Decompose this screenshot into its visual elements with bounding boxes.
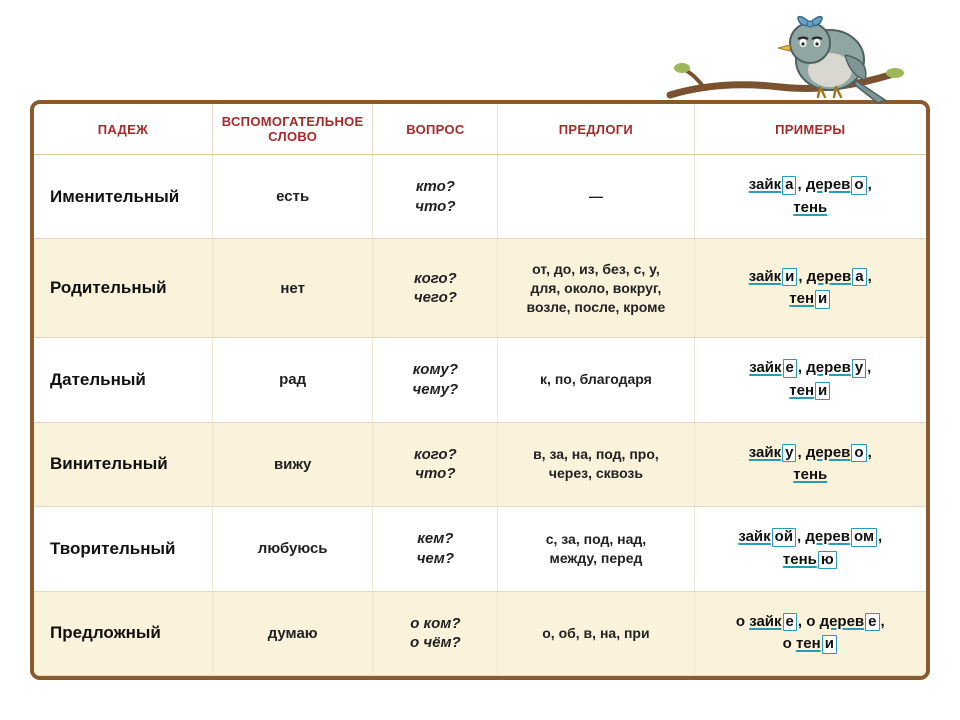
helper-word: есть: [212, 155, 373, 239]
prepositions: с, за, под, над,между, перед: [498, 507, 694, 591]
question: о ком?о чём?: [373, 591, 498, 676]
table-row: Винительныйвижукого?что?в, за, на, под, …: [34, 422, 926, 506]
case-name: Родительный: [34, 239, 212, 338]
examples: зайкой, деревом,тенью: [694, 507, 926, 591]
table-row: Дательныйрадкому?чему?к, по, благодаряза…: [34, 338, 926, 422]
question: кем?чем?: [373, 507, 498, 591]
cases-table: ПАДЕЖВСПОМОГАТЕЛЬНОЕСЛОВОВОПРОСПРЕДЛОГИП…: [34, 104, 926, 676]
examples: о зайке, о дереве,о тени: [694, 591, 926, 676]
question: кто?что?: [373, 155, 498, 239]
bird-decoration: [660, 5, 920, 130]
case-name: Дательный: [34, 338, 212, 422]
header-cell: ВСПОМОГАТЕЛЬНОЕСЛОВО: [212, 104, 373, 155]
question: кому?чему?: [373, 338, 498, 422]
examples: зайка, дерево,тень: [694, 155, 926, 239]
prepositions: от, до, из, без, с, у,для, около, вокруг…: [498, 239, 694, 338]
header-cell: ВОПРОС: [373, 104, 498, 155]
question: кого?чего?: [373, 239, 498, 338]
prepositions: к, по, благодаря: [498, 338, 694, 422]
examples: зайке, дереву,тени: [694, 338, 926, 422]
case-name: Именительный: [34, 155, 212, 239]
table-body: Именительныйестькто?что?—зайка, дерево,т…: [34, 155, 926, 676]
helper-word: рад: [212, 338, 373, 422]
case-name: Творительный: [34, 507, 212, 591]
helper-word: любуюсь: [212, 507, 373, 591]
question: кого?что?: [373, 422, 498, 506]
table-row: Творительныйлюбуюськем?чем?с, за, под, н…: [34, 507, 926, 591]
helper-word: думаю: [212, 591, 373, 676]
examples: зайку, дерево,тень: [694, 422, 926, 506]
table-row: Предложныйдумаюо ком?о чём?о, об, в, на,…: [34, 591, 926, 676]
prepositions: о, об, в, на, при: [498, 591, 694, 676]
helper-word: вижу: [212, 422, 373, 506]
header-cell: ПАДЕЖ: [34, 104, 212, 155]
helper-word: нет: [212, 239, 373, 338]
table-frame: ПАДЕЖВСПОМОГАТЕЛЬНОЕСЛОВОВОПРОСПРЕДЛОГИП…: [30, 100, 930, 680]
prepositions: в, за, на, под, про,через, сквозь: [498, 422, 694, 506]
table-row: Именительныйестькто?что?—зайка, дерево,т…: [34, 155, 926, 239]
prepositions: —: [498, 155, 694, 239]
case-name: Винительный: [34, 422, 212, 506]
case-name: Предложный: [34, 591, 212, 676]
examples: зайки, дерева,тени: [694, 239, 926, 338]
table-row: Родительныйнеткого?чего?от, до, из, без,…: [34, 239, 926, 338]
